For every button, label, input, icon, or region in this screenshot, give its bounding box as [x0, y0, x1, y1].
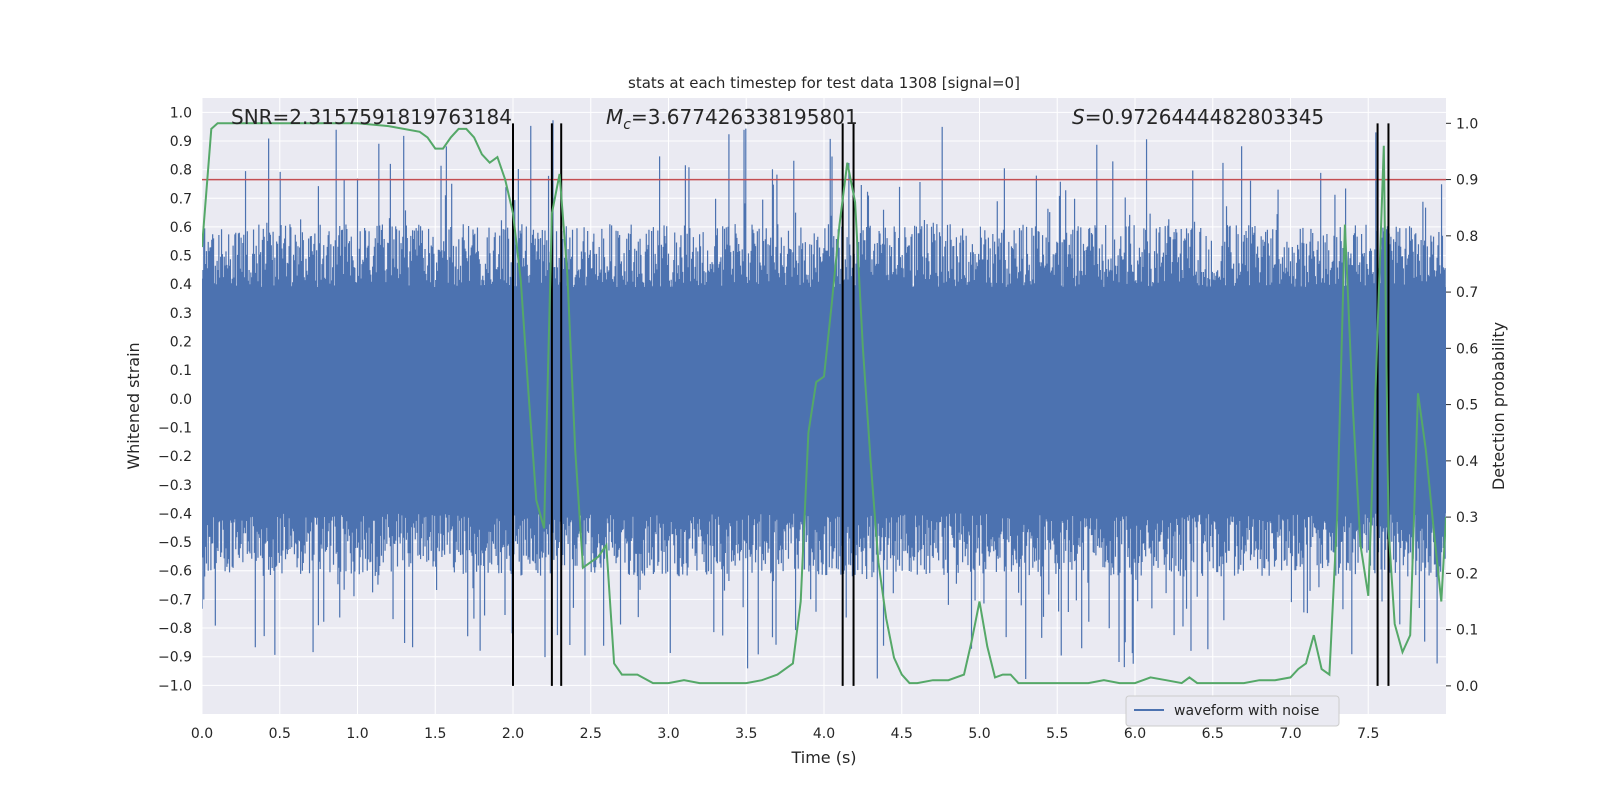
y-tick-label-13: −0.3: [158, 478, 192, 494]
y-tick-label-20: −1.0: [158, 678, 192, 694]
y2-tick-label-1: 0.9: [1456, 173, 1478, 189]
x-tick-label-15: 7.5: [1357, 726, 1379, 742]
mc-subscript: c: [623, 117, 631, 133]
y-tick-label-18: −0.8: [158, 621, 192, 637]
y-tick-label-6: 0.4: [170, 277, 192, 293]
y-tick-label-10: 0.0: [170, 392, 192, 408]
x-tick-label-2: 1.0: [346, 726, 368, 742]
x-tick-label-14: 7.0: [1279, 726, 1301, 742]
y2-tick-label-4: 0.6: [1456, 341, 1478, 357]
s-symbol: S: [1072, 105, 1085, 129]
y-tick-label-14: −0.4: [158, 506, 192, 522]
probability-series: [202, 122, 1446, 685]
x-tick-label-11: 5.5: [1046, 726, 1068, 742]
mc-symbol: M: [606, 105, 623, 129]
chart-title: stats at each timestep for test data 130…: [628, 74, 1020, 92]
y-tick-label-7: 0.3: [170, 306, 192, 322]
y2-axis-ticks: 1.0 0.9 0.8 0.7 0.6 0.5 0.4 0.3 0.2 0.1 0.0: [1446, 116, 1478, 695]
y-tick-label-11: −0.1: [158, 420, 192, 436]
y2-tick-label-2: 0.8: [1456, 229, 1478, 245]
y-tick-label-5: 0.5: [170, 249, 192, 265]
y-tick-label-16: −0.6: [158, 564, 192, 580]
y-tick-label-4: 0.6: [170, 220, 192, 236]
score-annotation: S=0.9726444482803345: [1072, 105, 1324, 129]
x-tick-label-13: 6.5: [1202, 726, 1224, 742]
probability-line: [202, 122, 1446, 685]
x-tick-label-8: 4.0: [813, 726, 835, 742]
y-axis-label: Whitened strain: [124, 342, 143, 469]
legend-box: [1125, 695, 1340, 727]
y-tick-label-9: 0.1: [170, 363, 192, 379]
y-tick-label-12: −0.2: [158, 449, 192, 465]
y2-tick-label-3: 0.7: [1456, 285, 1478, 301]
x-tick-label-6: 3.0: [657, 726, 679, 742]
waveform-series: [202, 120, 1446, 679]
y2-tick-label-8: 0.2: [1456, 566, 1478, 582]
x-tick-label-7: 3.5: [735, 726, 757, 742]
x-axis-ticks: 0.0 0.5 1.0 1.5 2.0 2.5 3.0 3.5 4.0 4.5 5.0 5.5 6.0 6…: [191, 726, 1380, 742]
y-tick-label-8: 0.2: [170, 335, 192, 351]
y2-tick-label-0: 1.0: [1456, 116, 1478, 132]
x-tick-label-5: 2.5: [580, 726, 602, 742]
y2-tick-label-6: 0.4: [1456, 454, 1478, 470]
y2-tick-label-10: 0.0: [1456, 679, 1478, 695]
x-tick-label-12: 6.0: [1124, 726, 1146, 742]
y-tick-label-1: 0.9: [170, 134, 192, 150]
legend: waveform with noise: [1125, 695, 1340, 727]
y-tick-label-0: 1.0: [170, 105, 192, 121]
y-tick-label-19: −0.9: [158, 650, 192, 666]
x-tick-label-3: 1.5: [424, 726, 446, 742]
s-value: =0.9726444482803345: [1085, 105, 1324, 129]
y-tick-label-3: 0.7: [170, 191, 192, 207]
y-axis-ticks: 1.0 0.9 0.8 0.7 0.6 0.5 0.4 0.3 0.2 0.1 0.0 −0.1 −0.…: [158, 105, 192, 694]
x-tick-label-10: 5.0: [968, 726, 990, 742]
y-tick-label-17: −0.7: [158, 592, 192, 608]
x-tick-label-4: 2.0: [502, 726, 524, 742]
y2-tick-label-5: 0.5: [1456, 398, 1478, 414]
y2-axis-label: Detection probability: [1489, 322, 1508, 490]
y-tick-label-15: −0.5: [158, 535, 192, 551]
x-tick-label-1: 0.5: [269, 726, 291, 742]
x-tick-label-9: 4.5: [891, 726, 913, 742]
snr-annotation: SNR=2.3157591819763184: [231, 105, 512, 129]
legend-label-waveform: waveform with noise: [1174, 703, 1319, 719]
x-axis-label: Time (s): [790, 748, 856, 767]
chirp-mass-annotation: Mc=3.677426338195801: [606, 105, 858, 133]
y2-tick-label-9: 0.1: [1456, 623, 1478, 639]
y-tick-label-2: 0.8: [170, 163, 192, 179]
waveform-trace: [202, 120, 1446, 679]
x-tick-label-0: 0.0: [191, 726, 213, 742]
mc-value: =3.677426338195801: [631, 105, 858, 129]
y2-tick-label-7: 0.3: [1456, 510, 1478, 526]
